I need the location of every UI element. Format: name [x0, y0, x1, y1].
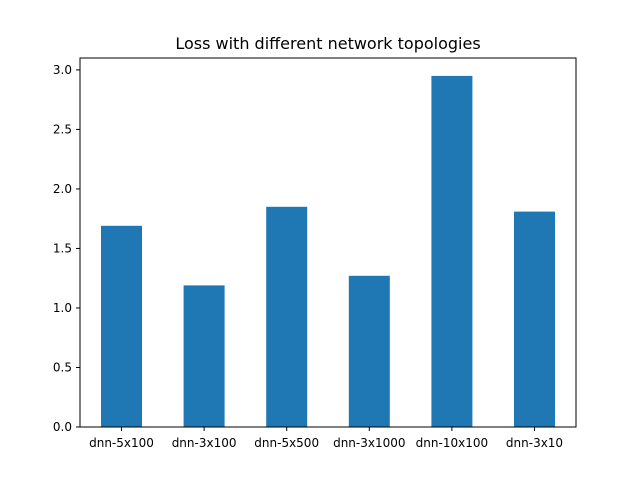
bar-dnn-10x100 [431, 75, 473, 428]
chart-title: Loss with different network topologies [175, 34, 480, 53]
bar-dnn-5x100 [101, 225, 142, 427]
x-tick-label: dnn-10x100 [416, 436, 488, 450]
x-tick-label: dnn-3x100 [172, 436, 237, 450]
y-tick-label: 1.0 [53, 301, 72, 315]
bar-dnn-3x1000 [348, 275, 390, 427]
y-tick-label: 2.5 [53, 122, 72, 136]
y-tick-label: 3.0 [53, 63, 72, 77]
y-tick-label: 0.0 [53, 420, 72, 434]
x-tick-label: dnn-5x500 [254, 436, 319, 450]
y-tick-label: 2.0 [53, 182, 72, 196]
y-axis: 0.0 0.5 1.0 1.5 2.0 2.5 3.0 [53, 63, 80, 434]
x-tick-label: dnn-5x100 [89, 436, 154, 450]
y-tick-label: 0.5 [53, 360, 72, 374]
bars-group [101, 75, 555, 428]
y-tick-label: 1.5 [53, 241, 72, 255]
x-tick-label: dnn-3x1000 [333, 436, 405, 450]
plot-frame [79, 57, 577, 428]
bar-dnn-3x100 [183, 285, 225, 427]
x-axis: dnn-5x100 dnn-3x100 dnn-5x500 dnn-3x1000 dnn… [89, 427, 563, 450]
bar-dnn-5x500 [266, 206, 308, 427]
bar-dnn-3x10 [514, 211, 555, 427]
x-tick-label: dnn-3x10 [506, 436, 563, 450]
